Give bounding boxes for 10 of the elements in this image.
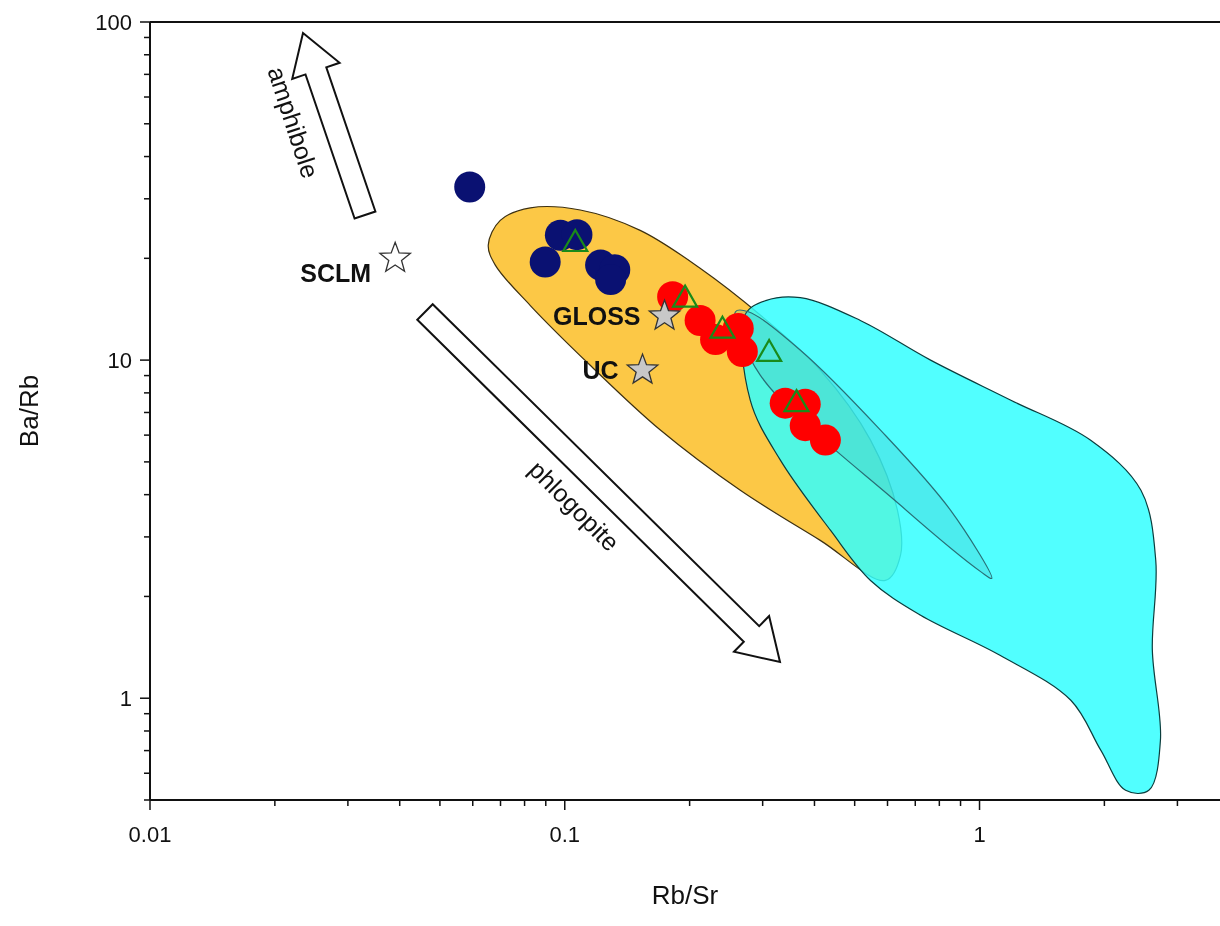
x-tick-label: 0.1 xyxy=(549,822,581,847)
y-tick-label: 1 xyxy=(119,686,132,712)
x-tick-label: 0.01 xyxy=(128,822,172,847)
y-axis-title: Ba/Rb xyxy=(14,374,44,448)
y-tick-label: 100 xyxy=(95,10,132,35)
y-tick-label: 10 xyxy=(107,348,132,374)
x-tick-label: 1 xyxy=(973,822,986,847)
x-axis-title: Rb/Sr xyxy=(651,880,719,910)
annotation: SCLM xyxy=(300,259,372,288)
annotation: GLOSS xyxy=(553,302,641,331)
